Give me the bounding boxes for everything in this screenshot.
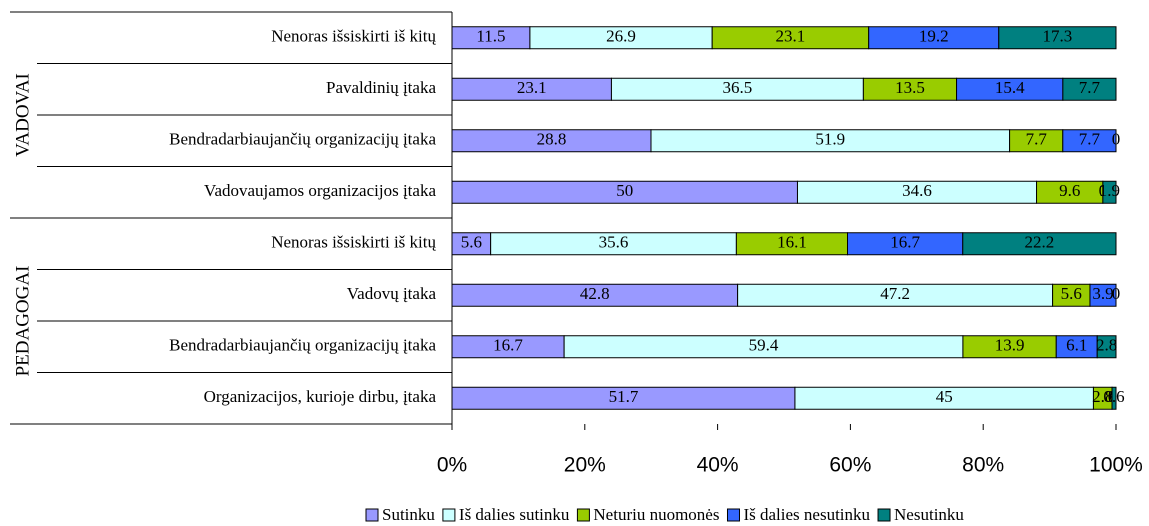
bar-segment <box>998 26 1117 50</box>
legend-label: Neturiu nuomonės <box>593 505 719 524</box>
group-label: PEDAGOGAI <box>12 266 33 377</box>
bar-segment <box>962 232 1117 256</box>
data-label: 0 <box>1112 130 1121 149</box>
legend-label: Nesutinku <box>894 505 964 524</box>
x-tick-label: 0% <box>437 454 467 477</box>
data-label: 51.7 <box>609 387 639 406</box>
data-label: 59.4 <box>749 336 779 355</box>
legend-label: Iš dalies sutinku <box>459 505 570 524</box>
data-label: 7.7 <box>1026 130 1048 149</box>
data-label: 2.8 <box>1096 336 1117 355</box>
data-label: 11.5 <box>476 27 505 46</box>
data-label: 16.7 <box>493 336 523 355</box>
x-tick-label: 100% <box>1089 454 1143 477</box>
data-label: 0 <box>1112 284 1121 303</box>
data-label: 19.2 <box>919 27 949 46</box>
legend-label: Sutinku <box>382 505 435 524</box>
data-label: 28.8 <box>537 130 567 149</box>
data-label: 51.9 <box>815 130 845 149</box>
data-label: 16.1 <box>777 233 807 252</box>
data-label: 7.7 <box>1079 130 1101 149</box>
category-label: Nenoras išsiskirti iš kitų <box>271 233 436 252</box>
category-label: Nenoras išsiskirti iš kitų <box>271 27 436 46</box>
data-label: 42.8 <box>580 284 610 303</box>
data-label: 45 <box>936 387 953 406</box>
data-label: 17.3 <box>1043 27 1073 46</box>
legend-swatch <box>726 508 740 522</box>
category-label: Vadovų įtaka <box>347 284 437 303</box>
data-label: 35.6 <box>599 233 629 252</box>
bar-segment <box>1096 335 1117 359</box>
x-tick-label: 40% <box>697 454 739 477</box>
legend-swatch <box>442 508 456 522</box>
bar-segment <box>1102 180 1117 204</box>
data-label: 6.1 <box>1066 336 1087 355</box>
bar-segment <box>1062 129 1117 153</box>
data-label: 13.5 <box>895 78 925 97</box>
data-label: 3.9 <box>1092 284 1113 303</box>
data-label: 26.9 <box>606 27 636 46</box>
category-label: Vadovaujamos organizacijos įtaka <box>204 181 436 200</box>
legend-swatch <box>576 508 590 522</box>
data-label: 2.8 <box>1092 387 1113 406</box>
legend-swatch <box>365 508 379 522</box>
data-label: 47.2 <box>880 284 910 303</box>
data-label: 34.6 <box>902 181 932 200</box>
x-tick-label: 80% <box>962 454 1004 477</box>
category-label: Bendradarbiaujančių organizacijų įtaka <box>169 130 436 149</box>
legend: Sutinku Iš dalies sutinku Neturiu nuomonės… <box>365 505 964 524</box>
data-label: 7.7 <box>1079 78 1101 97</box>
group-label: VADOVAI <box>12 73 33 157</box>
data-label: 13.9 <box>995 336 1025 355</box>
category-label: Bendradarbiaujančių organizacijų įtaka <box>169 336 436 355</box>
category-label: Pavaldinių įtaka <box>326 78 436 97</box>
data-label: 5.6 <box>1061 284 1082 303</box>
data-label: 50 <box>616 181 633 200</box>
data-label: 15.4 <box>995 78 1025 97</box>
data-label: 16.7 <box>890 233 920 252</box>
data-label: 5.6 <box>461 233 482 252</box>
bar-segment <box>1062 77 1117 101</box>
data-label: 36.5 <box>723 78 753 97</box>
data-label: 23.1 <box>517 78 547 97</box>
data-label: 0.6 <box>1103 387 1124 406</box>
category-label: Organizacijos, kurioje dirbu, įtaka <box>204 387 437 406</box>
legend-label: Iš dalies nesutinku <box>743 505 870 524</box>
data-label: 9.6 <box>1059 181 1080 200</box>
data-label: 22.2 <box>1025 233 1055 252</box>
bar-segment <box>1089 283 1117 307</box>
x-tick-label: 60% <box>829 454 871 477</box>
bar-segment <box>1111 386 1117 410</box>
legend-swatch <box>877 508 891 522</box>
data-label: 1.9 <box>1099 181 1120 200</box>
x-tick-label: 20% <box>564 454 606 477</box>
data-label: 23.1 <box>776 27 806 46</box>
